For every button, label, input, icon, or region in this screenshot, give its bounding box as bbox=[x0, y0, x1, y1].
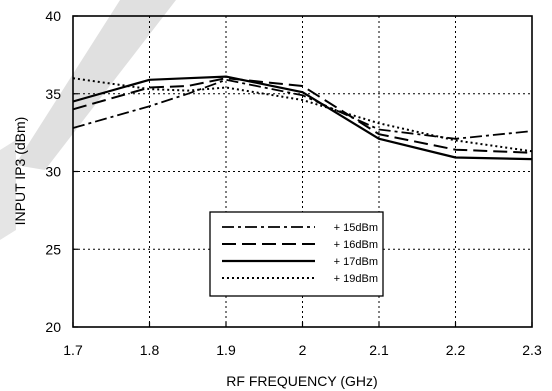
series-line-4 bbox=[72, 77, 533, 153]
legend-label-2: + 16dBm bbox=[334, 239, 378, 251]
series-line-2 bbox=[72, 77, 533, 154]
x-axis-title: RF FREQUENCY (GHz) bbox=[226, 373, 377, 389]
x-tick-label: 2 bbox=[299, 342, 307, 358]
y-tick-label: 40 bbox=[45, 8, 61, 24]
series-line-3 bbox=[72, 75, 533, 161]
axis-ticks: 1.7 1.8 1.9 2 2.1 2.2 2.3 20 25 30 35 40 bbox=[45, 8, 542, 358]
y-tick-label: 25 bbox=[45, 241, 61, 257]
watermark-stripe bbox=[15, 0, 176, 170]
y-tick-label: 35 bbox=[45, 86, 61, 102]
x-tick-label: 2.2 bbox=[446, 342, 466, 358]
legend-box bbox=[209, 211, 384, 297]
x-tick-label: 1.7 bbox=[63, 342, 83, 358]
x-tick-label: 2.1 bbox=[369, 342, 389, 358]
legend-label-3: + 17dBm bbox=[334, 256, 378, 268]
y-tick-label: 20 bbox=[45, 319, 61, 335]
y-axis-title: INPUT IP3 (dBm) bbox=[12, 117, 28, 226]
legend: + 15dBm + 16dBm + 17dBm + 19dBm bbox=[209, 211, 384, 297]
x-tick-label: 2.3 bbox=[522, 342, 542, 358]
series-lines bbox=[72, 75, 533, 161]
y-tick-label: 30 bbox=[45, 164, 61, 180]
watermark-stripe-left bbox=[0, 140, 16, 240]
x-tick-label: 1.9 bbox=[216, 342, 236, 358]
x-tick-label: 1.8 bbox=[140, 342, 160, 358]
legend-label-1: + 15dBm bbox=[334, 222, 378, 234]
legend-label-4: + 19dBm bbox=[334, 273, 378, 285]
grid-lines bbox=[73, 16, 532, 327]
